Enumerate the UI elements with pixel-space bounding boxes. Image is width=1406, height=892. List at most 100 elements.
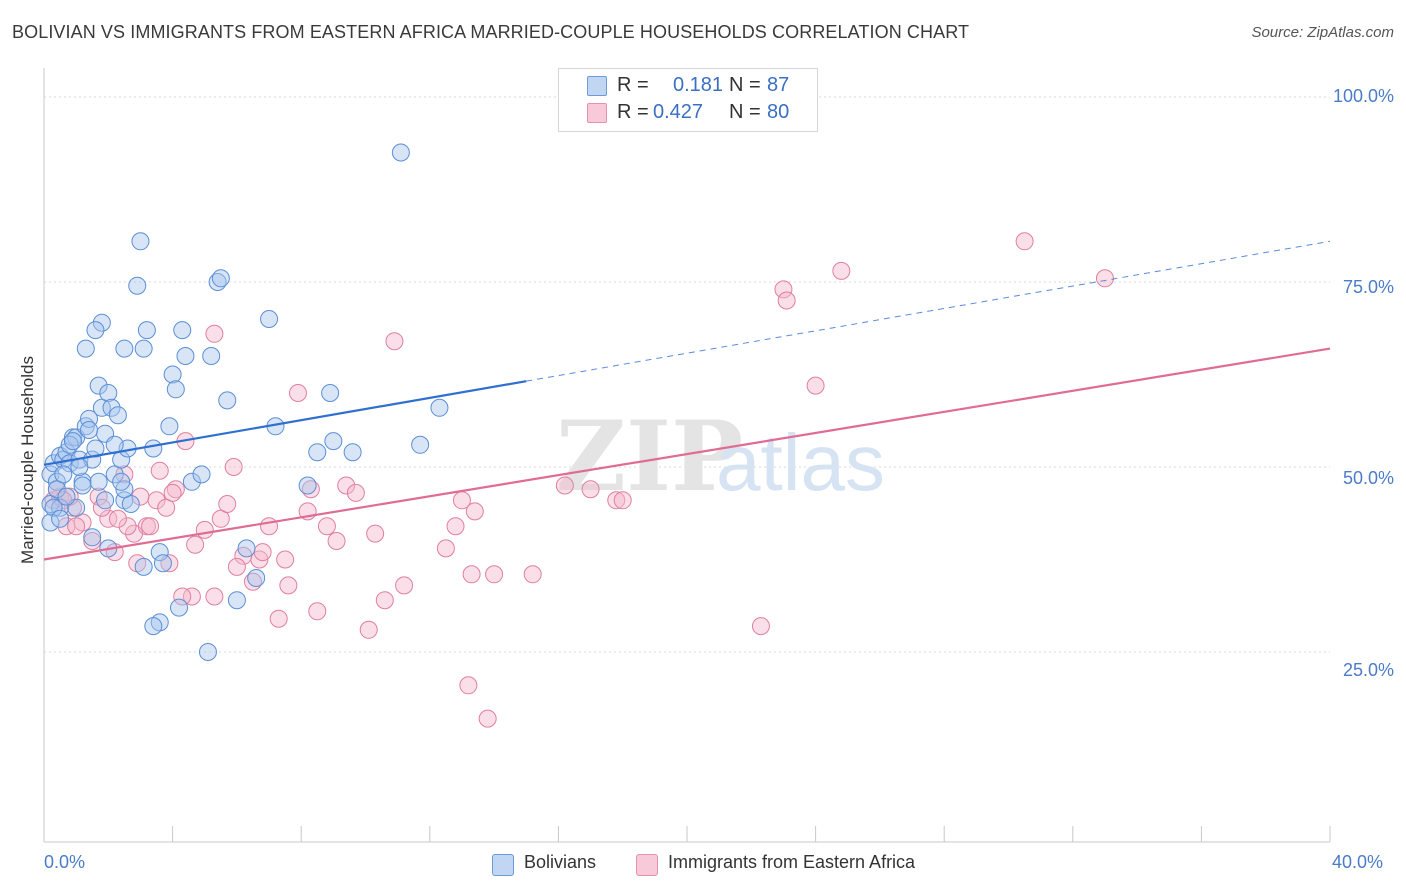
y-tick-label-100: 100.0% — [1332, 86, 1394, 106]
point-immigrants — [485, 565, 504, 584]
y-tick-label-25: 25.0% — [1342, 660, 1394, 680]
point-bolivians — [211, 269, 230, 288]
point-immigrants — [99, 509, 118, 528]
axes — [43, 68, 1331, 843]
point-immigrants — [806, 376, 825, 395]
point-bolivians — [105, 465, 124, 484]
point-bolivians — [99, 384, 118, 402]
point-bolivians — [153, 554, 172, 573]
series-bolivians-points — [41, 143, 449, 661]
point-immigrants — [1015, 232, 1034, 251]
point-bolivians — [134, 557, 153, 576]
point-immigrants — [157, 498, 176, 517]
point-bolivians — [70, 458, 89, 476]
point-immigrants — [163, 483, 182, 502]
point-bolivians — [80, 421, 99, 439]
legend-n-value-1: 87 — [767, 74, 790, 96]
legend-r-value-1: 0.181 — [673, 74, 724, 96]
point-bolivians — [202, 347, 221, 365]
point-bolivians — [247, 569, 266, 587]
trend-line-bolivians-extension — [526, 240, 1331, 382]
bottom-legend-label-immigrants: Immigrants from Eastern Africa — [668, 852, 916, 872]
point-immigrants — [317, 517, 336, 536]
point-bolivians — [218, 391, 237, 410]
point-bolivians — [321, 384, 340, 402]
point-bolivians — [160, 417, 179, 436]
series-immigrants-points — [44, 232, 1114, 728]
point-bolivians — [83, 528, 102, 547]
point-immigrants — [446, 517, 465, 536]
y-tick-label-75: 75.0% — [1342, 277, 1394, 297]
point-bolivians — [96, 491, 115, 510]
x-tick-label-min: 0.0% — [44, 852, 86, 872]
point-bolivians — [298, 476, 317, 495]
point-immigrants — [459, 676, 478, 695]
point-bolivians — [92, 398, 111, 417]
point-immigrants — [478, 709, 497, 728]
point-immigrants — [141, 517, 160, 536]
point-bolivians — [391, 143, 410, 162]
legend-n-value-2: 80 — [767, 101, 790, 123]
point-bolivians — [260, 310, 279, 328]
point-bolivians — [86, 439, 105, 458]
point-immigrants — [227, 557, 246, 576]
point-bolivians — [73, 476, 92, 495]
watermark-zip: ZIP — [556, 400, 743, 513]
x-tick-label-max: 40.0% — [1332, 852, 1384, 872]
point-immigrants — [224, 458, 243, 476]
point-bolivians — [198, 643, 217, 661]
point-bolivians — [128, 276, 147, 295]
point-bolivians — [176, 347, 195, 365]
point-bolivians — [144, 439, 163, 458]
point-immigrants — [279, 576, 298, 595]
point-immigrants — [118, 517, 137, 536]
point-immigrants — [395, 576, 414, 595]
point-immigrants — [385, 332, 404, 351]
point-immigrants — [832, 261, 851, 280]
point-bolivians — [173, 321, 192, 340]
point-immigrants — [462, 565, 481, 584]
trend-line-immigrants — [43, 347, 1331, 561]
point-immigrants — [186, 535, 205, 554]
point-bolivians — [144, 617, 163, 636]
point-bolivians — [41, 513, 60, 532]
point-immigrants — [205, 324, 224, 343]
point-immigrants — [346, 483, 365, 502]
point-immigrants — [253, 543, 272, 562]
point-bolivians — [73, 472, 92, 491]
point-immigrants — [276, 550, 295, 569]
point-bolivians — [121, 495, 140, 513]
watermark-atlas: atlas — [716, 418, 885, 507]
point-bolivians — [112, 472, 131, 491]
point-bolivians — [411, 435, 430, 454]
point-bolivians — [237, 539, 256, 558]
point-immigrants — [777, 291, 796, 310]
point-bolivians — [137, 321, 156, 340]
point-immigrants — [581, 480, 600, 499]
bottom-legend-label-bolivians: Bolivians — [524, 852, 597, 872]
point-bolivians — [182, 472, 201, 491]
point-immigrants — [327, 532, 346, 550]
trend-line-bolivians — [43, 380, 527, 466]
point-bolivians — [44, 498, 63, 517]
point-bolivians — [47, 480, 66, 499]
trend-lines — [43, 240, 1331, 561]
point-immigrants — [211, 509, 230, 528]
point-bolivians — [308, 443, 327, 462]
point-bolivians — [41, 465, 60, 484]
point-immigrants — [523, 565, 542, 584]
point-immigrants — [83, 532, 102, 550]
stats-legend: R = 0.181 N = 87 R = 0.427 N = 80 — [558, 68, 818, 132]
point-bolivians — [76, 339, 95, 358]
point-immigrants — [260, 517, 279, 536]
point-bolivians — [108, 406, 127, 425]
point-bolivians — [54, 465, 73, 484]
point-immigrants — [205, 587, 224, 606]
legend-swatch-blue — [587, 76, 607, 96]
point-bolivians — [430, 398, 449, 417]
point-immigrants — [218, 495, 237, 513]
point-immigrants — [607, 491, 626, 510]
point-bolivians — [192, 465, 211, 484]
